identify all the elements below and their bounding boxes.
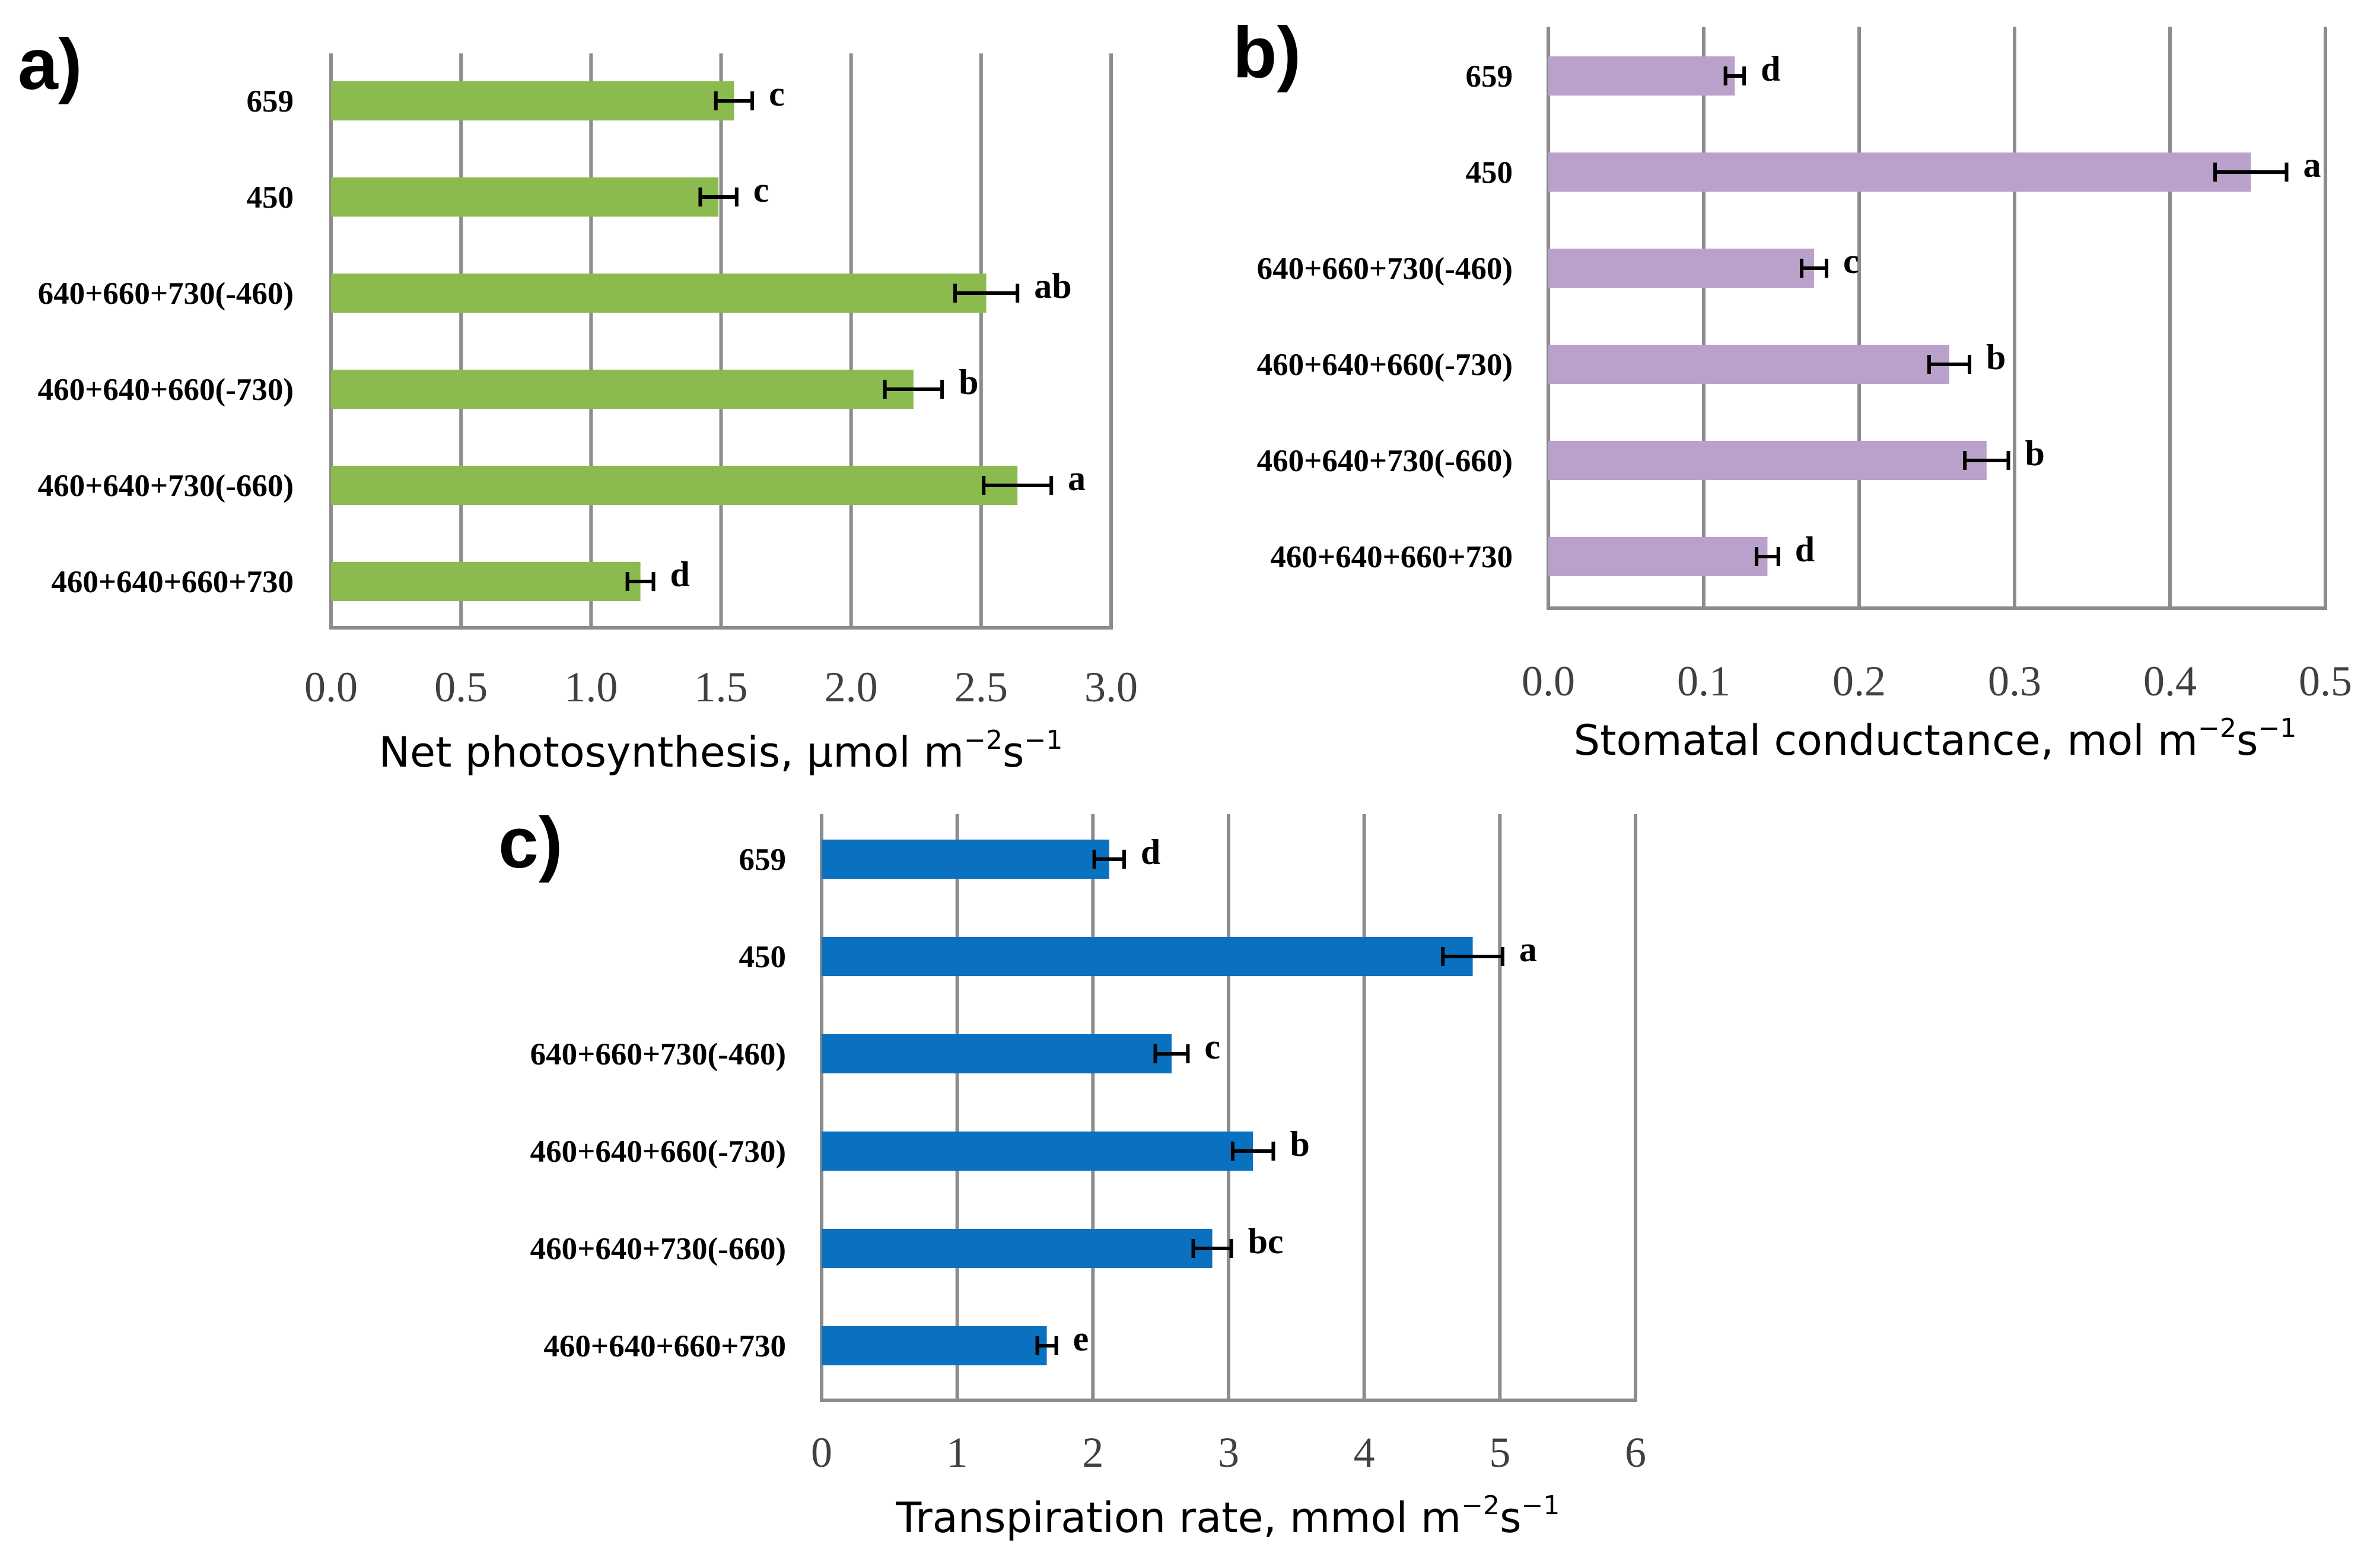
bar — [822, 1229, 1213, 1268]
bar — [331, 81, 734, 120]
significance-label: c — [753, 170, 769, 209]
x-tick-label: 3.0 — [1084, 663, 1138, 711]
bar — [331, 274, 987, 313]
significance-label: bc — [1248, 1222, 1284, 1261]
x-tick-label: 0.5 — [434, 663, 488, 711]
x-tick-label: 0.5 — [2299, 657, 2352, 705]
x-tick-label: 0.4 — [2143, 657, 2197, 705]
significance-label: b — [1290, 1124, 1309, 1164]
significance-label: c — [1204, 1027, 1220, 1066]
x-tick-label: 0.1 — [1677, 657, 1730, 705]
bar — [331, 466, 1018, 505]
bar — [822, 840, 1109, 879]
category-label: 640+660+730(-460) — [530, 1037, 786, 1072]
category-label: 460+640+730(-660) — [530, 1232, 786, 1266]
x-axis-title-unit: s — [1003, 728, 1024, 777]
category-label: 659 — [247, 84, 294, 119]
x-tick-label: 4 — [1354, 1429, 1375, 1476]
significance-label: d — [1761, 49, 1780, 88]
x-tick-label: 0.2 — [1832, 657, 1886, 705]
x-axis-title: Stomatal conductance, mol m−2s−1 — [1574, 713, 2297, 765]
significance-label: d — [670, 555, 690, 594]
category-label: 640+660+730(-460) — [1257, 252, 1513, 286]
bar — [1548, 441, 1987, 480]
x-axis-title-exp: −2 — [1461, 1491, 1500, 1521]
bar — [1548, 152, 2251, 192]
x-axis-title: Net photosynthesis, µmol m−2s−1 — [379, 725, 1063, 777]
bar — [331, 370, 914, 409]
x-axis-title-exp: −2 — [2198, 713, 2236, 743]
significance-label: a — [2303, 145, 2321, 185]
category-label: 450 — [1466, 155, 1513, 190]
category-label: 460+640+660+730 — [1270, 540, 1513, 574]
significance-label: a — [1068, 459, 1086, 498]
x-tick-label: 5 — [1489, 1429, 1510, 1476]
x-axis-title-unit: s — [1500, 1493, 1521, 1542]
bar — [1548, 56, 1735, 96]
chart-panel-a: a) 0.0 0.5 1.0 1.5 2.0 2.5 3.0 659 c 450 c 640+660+7… — [18, 24, 1138, 777]
x-tick-label: 0.3 — [1988, 657, 2041, 705]
bar — [822, 1132, 1253, 1171]
x-tick-label: 1.5 — [695, 663, 748, 711]
x-axis-title: Transpiration rate, mmol m−2s−1 — [896, 1491, 1560, 1542]
x-tick-label: 0.0 — [304, 663, 358, 711]
significance-label: a — [1519, 930, 1537, 969]
bar — [331, 562, 641, 601]
significance-label: d — [1141, 832, 1160, 872]
bar — [1548, 345, 1949, 384]
x-axis-title-exp: −2 — [964, 725, 1003, 755]
significance-label: c — [1843, 241, 1859, 281]
panel-letter: c) — [498, 802, 562, 883]
x-tick-label: 2.0 — [825, 663, 878, 711]
x-tick-label: 0.0 — [1522, 657, 1575, 705]
x-tick-label: 6 — [1625, 1429, 1646, 1476]
bar — [822, 937, 1473, 976]
category-label: 460+640+730(-660) — [38, 469, 294, 503]
x-tick-label: 1 — [947, 1429, 968, 1476]
x-tick-label: 2 — [1082, 1429, 1103, 1476]
significance-label: d — [1795, 530, 1815, 569]
significance-label: ab — [1034, 266, 1071, 306]
bar — [1548, 249, 1815, 288]
x-axis-title-text: Stomatal conductance, mol m — [1574, 716, 2198, 765]
x-tick-label: 1.0 — [564, 663, 618, 711]
x-axis-title-exp: −1 — [2258, 713, 2296, 743]
significance-label: b — [1986, 338, 2006, 377]
significance-label: e — [1073, 1319, 1089, 1358]
significance-label: c — [769, 74, 785, 113]
category-label: 460+640+660+730 — [543, 1329, 786, 1364]
bar — [331, 177, 719, 217]
category-label: 659 — [739, 843, 787, 877]
x-tick-label: 0 — [811, 1429, 832, 1476]
panel-letter: b) — [1233, 12, 1301, 93]
x-axis-title-exp: −1 — [1024, 725, 1062, 755]
x-axis-title-unit: s — [2236, 716, 2258, 765]
category-label: 460+640+660(-730) — [1257, 348, 1513, 382]
bar — [1548, 537, 1768, 576]
panel-letter: a) — [18, 24, 82, 104]
category-label: 460+640+730(-660) — [1257, 444, 1513, 478]
bar — [822, 1326, 1047, 1365]
category-label: 460+640+660(-730) — [38, 373, 294, 407]
x-axis-title-exp: −1 — [1522, 1491, 1560, 1521]
x-axis-title-text: Transpiration rate, mmol m — [896, 1493, 1462, 1542]
category-label: 450 — [739, 940, 787, 974]
category-label: 450 — [247, 180, 294, 215]
significance-label: b — [959, 363, 978, 402]
significance-label: b — [2025, 434, 2045, 473]
category-label: 640+660+730(-460) — [38, 277, 294, 311]
x-axis-title-text: Net photosynthesis, µmol m — [379, 728, 965, 777]
x-tick-label: 2.5 — [954, 663, 1008, 711]
category-label: 460+640+660(-730) — [530, 1134, 786, 1169]
x-tick-label: 3 — [1218, 1429, 1239, 1476]
bar — [822, 1034, 1172, 1073]
category-label: 659 — [1466, 59, 1513, 94]
chart-panel-c: c) 0 1 2 3 4 5 6 659 d 450 a 640+660+730(-460) c 460+6… — [498, 802, 1646, 1542]
category-label: 460+640+660+730 — [51, 565, 294, 599]
chart-panel-b: b) 0.0 0.1 0.2 0.3 0.4 0.5 659 d 450 a 640+660+730(… — [1233, 12, 2352, 765]
